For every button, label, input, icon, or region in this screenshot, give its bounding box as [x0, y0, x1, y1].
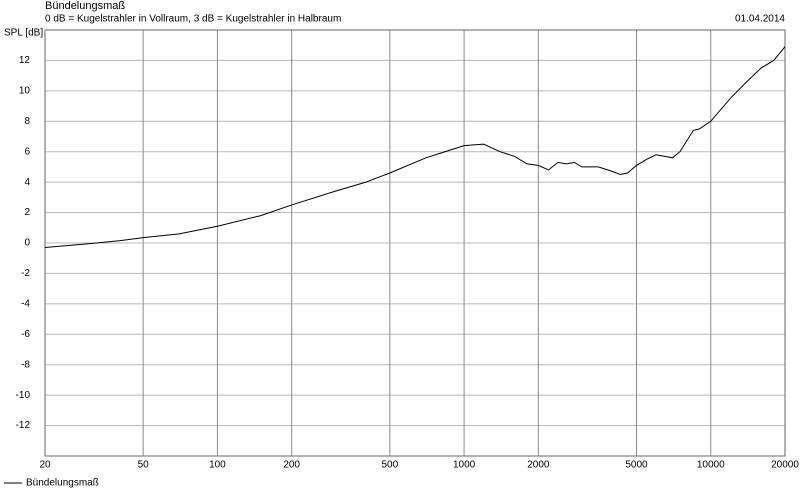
x-tick-label: 100: [209, 460, 226, 471]
legend-label: Bündelungsmaß: [26, 478, 99, 489]
x-tick-label: 50: [138, 460, 150, 471]
data-line: [44, 46, 786, 249]
x-tick-label: 1000: [453, 460, 476, 471]
date: 01.04.2014: [735, 14, 785, 25]
y-tick-label: 2: [24, 207, 30, 218]
y-tick-label: -8: [21, 359, 30, 370]
chart-title: Bündelungsmaß: [45, 0, 125, 12]
y-tick-label: 12: [19, 55, 31, 66]
x-tick-label: 10000: [697, 460, 725, 471]
x-tick-label: 20000: [771, 460, 799, 471]
y-tick-label: 0: [24, 238, 30, 249]
x-tick-label: 2000: [527, 460, 550, 471]
y-tick-label: -12: [16, 420, 31, 431]
x-tick-label: 20: [39, 460, 51, 471]
y-tick-label: 10: [19, 85, 31, 96]
x-tick-label: 500: [381, 460, 398, 471]
x-tick-label: 5000: [625, 460, 648, 471]
y-tick-label: -10: [16, 390, 31, 401]
y-axis-label: SPL [dB]: [4, 28, 43, 39]
y-tick-label: 4: [24, 177, 30, 188]
y-tick-label: 6: [24, 146, 30, 157]
y-tick-label: -2: [21, 268, 30, 279]
x-tick-label: 200: [283, 460, 300, 471]
chart-subtitle: 0 dB = Kugelstrahler in Vollraum, 3 dB =…: [45, 14, 341, 25]
y-tick-label: -6: [21, 329, 30, 340]
plot-frame: [44, 29, 786, 457]
y-tick-label: 8: [24, 116, 30, 127]
y-tick-label: -4: [21, 298, 30, 309]
